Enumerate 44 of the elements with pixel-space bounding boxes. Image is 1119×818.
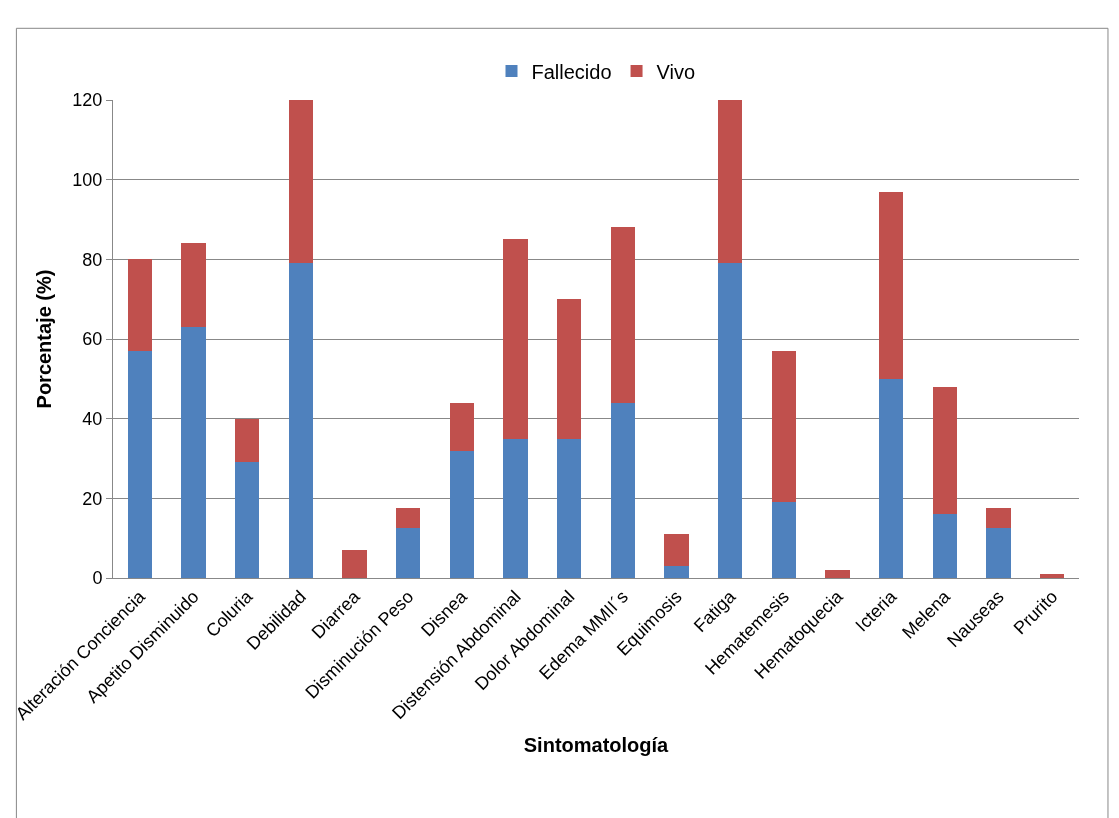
bar (288, 100, 313, 264)
bar (664, 566, 689, 578)
y-tick-label: 80 (82, 249, 103, 270)
y-tick-label: 100 (72, 169, 103, 190)
y-axis-title: Porcentaje (%) (32, 269, 55, 409)
x-axis-title: Sintomatología (523, 734, 670, 757)
bar (986, 528, 1011, 578)
bar (181, 327, 206, 578)
y-tick-label: 40 (82, 408, 103, 429)
bar (879, 191, 904, 379)
bar (610, 402, 635, 578)
bar (771, 350, 796, 503)
bar (557, 438, 582, 578)
bar (503, 438, 528, 578)
bar (718, 263, 743, 578)
bar (396, 508, 421, 529)
bar (235, 418, 260, 463)
bar (932, 514, 957, 578)
y-tick-label: 0 (92, 568, 103, 589)
bar (288, 263, 313, 578)
bar (932, 386, 957, 515)
bar (986, 508, 1011, 529)
bar (449, 402, 474, 451)
legend-label: Vivo (656, 60, 696, 83)
bar (557, 299, 582, 439)
bar (664, 534, 689, 567)
bar (718, 100, 743, 264)
bar (449, 450, 474, 578)
bar (396, 528, 421, 578)
bar (127, 350, 152, 578)
bar (503, 239, 528, 439)
bar (1040, 574, 1065, 578)
bar (610, 227, 635, 403)
bar (879, 378, 904, 578)
bar (825, 570, 850, 578)
bar (127, 259, 152, 351)
bar (342, 550, 367, 578)
bar (235, 462, 260, 578)
y-tick-label: 60 (82, 329, 103, 350)
bar (771, 502, 796, 578)
bar (181, 243, 206, 328)
y-tick-label: 120 (72, 90, 103, 111)
legend-label: Fallecido (531, 60, 612, 83)
y-tick-label: 20 (82, 488, 103, 509)
